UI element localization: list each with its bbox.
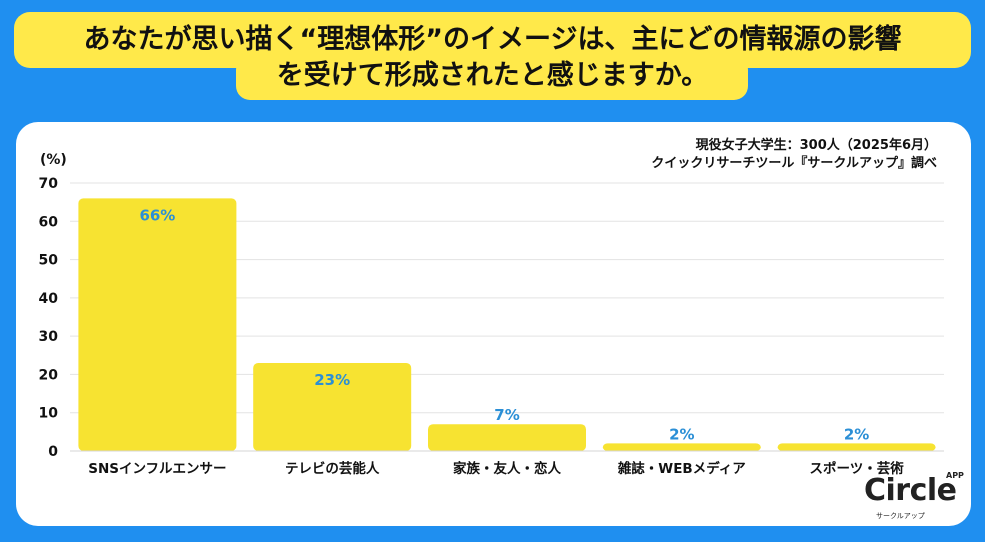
bar	[777, 443, 936, 451]
x-category-label: スポーツ・芸術	[809, 460, 904, 477]
y-tick-label: 10	[39, 406, 59, 422]
data-label: 2%	[844, 425, 869, 443]
x-category-label: 家族・友人・恋人	[453, 460, 561, 477]
data-label: 23%	[314, 371, 350, 389]
x-category-label: 雑誌・WEBメディア	[617, 460, 746, 477]
y-tick-label: 40	[39, 291, 59, 307]
logo-tag: APP	[946, 471, 964, 480]
title-banner-second-line	[236, 56, 748, 100]
data-label: 7%	[494, 406, 519, 424]
data-label: 66%	[139, 206, 175, 224]
y-axis-unit: (%)	[40, 152, 67, 168]
bar	[428, 424, 586, 451]
bar	[78, 198, 237, 451]
y-tick-label: 0	[48, 444, 58, 460]
y-tick-label: 50	[39, 253, 59, 269]
x-category-label: SNSインフルエンサー	[88, 461, 226, 477]
source-note: 現役女子大学生：300人（2025年6月） クイックリサーチツール『サークルアッ…	[651, 137, 937, 173]
logo-wordmark: Circle	[864, 473, 957, 508]
source-note-line-2: クイックリサーチツール『サークルアップ』調べ	[651, 156, 937, 171]
y-tick-label: 60	[39, 214, 59, 230]
y-tick-label: 70	[39, 176, 59, 192]
y-tick-label: 20	[39, 367, 59, 383]
circle-app-logo: Circle APP サークルアップ	[864, 471, 974, 523]
chart-title-line-1: あなたが思い描く“理想体形”のイメージは、主にどの情報源の影響	[83, 24, 902, 55]
data-label: 2%	[669, 425, 694, 443]
chart-title-line-2: を受けて形成されたと感じますか。	[276, 60, 709, 91]
bar	[602, 443, 761, 451]
logo-subtext: サークルアップ	[876, 512, 925, 520]
x-category-label: テレビの芸能人	[285, 460, 380, 477]
bar	[253, 362, 412, 451]
y-tick-label: 30	[39, 329, 59, 345]
source-note-line-1: 現役女子大学生：300人（2025年6月）	[695, 138, 937, 153]
